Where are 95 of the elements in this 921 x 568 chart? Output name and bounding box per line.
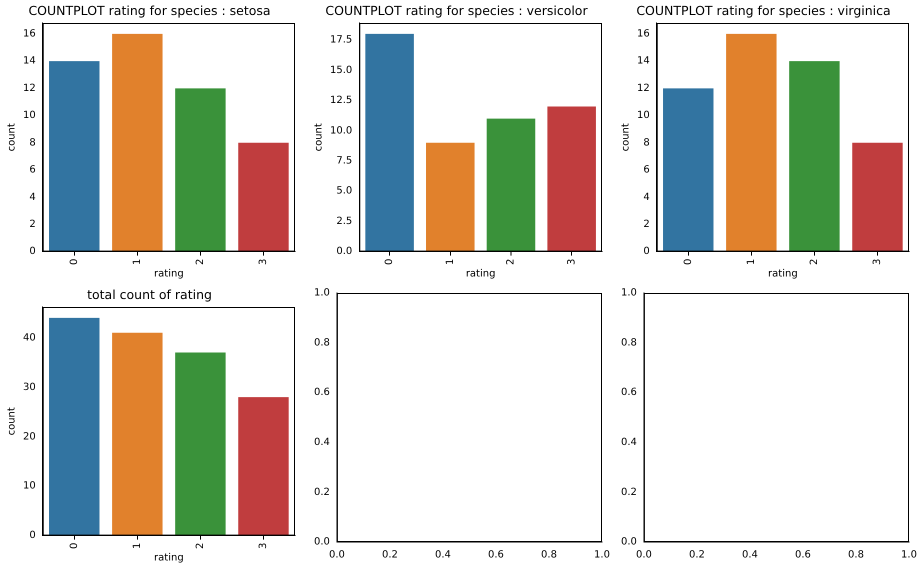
y-tick-label: 8 [29, 137, 36, 148]
y-tick-label: 0.2 [314, 486, 330, 498]
y-tick-label: 0.8 [620, 337, 637, 348]
x-tick-label: 0 [68, 542, 80, 550]
y-tick-label: 0 [643, 246, 650, 258]
y-tick-label: 30 [22, 382, 36, 393]
chart-title: total count of rating [87, 286, 212, 302]
y-tick-label: 0.6 [620, 387, 637, 398]
y-tick-label: 2 [643, 219, 650, 230]
y-tick-label: 4 [643, 192, 650, 203]
y-tick-label: 0.4 [314, 436, 330, 448]
y-tick-label: 6 [29, 164, 36, 176]
x-tick-label: 3 [258, 542, 270, 550]
x-tick-label: 0.6 [488, 550, 504, 561]
y-tick-label: 10 [636, 110, 650, 122]
y-tick-label: 4 [29, 192, 36, 203]
y-tick-label: 17.5 [330, 34, 352, 46]
y-tick-label: 10 [22, 110, 36, 122]
y-tick-label: 12 [636, 82, 650, 94]
y-tick-label: 0.6 [314, 387, 330, 398]
bar [112, 34, 163, 252]
y-axis-title: count [6, 123, 18, 152]
bar [175, 88, 226, 252]
x-tick-label: 0.8 [541, 550, 557, 561]
y-tick-label: 1.0 [620, 288, 637, 299]
y-tick-label: 16 [22, 28, 36, 40]
x-tick-label: 0.6 [795, 550, 811, 561]
y-tick-label: 0.0 [336, 246, 352, 258]
x-tick-label: 1.0 [901, 550, 917, 561]
y-tick-label: 1.0 [314, 288, 330, 299]
y-tick-label: 16 [636, 28, 650, 40]
y-tick-label: 2 [29, 219, 36, 230]
y-tick-label: 0.2 [620, 486, 637, 498]
bar [238, 142, 289, 252]
x-tick-label: 2 [506, 258, 517, 266]
bar [726, 34, 777, 252]
y-axis-title: count [314, 123, 325, 152]
bar [547, 106, 596, 252]
y-tick-label: 0 [29, 530, 36, 542]
chart-title: COUNTPLOT rating for species : virginica [636, 2, 891, 18]
x-axis-title: rating [768, 268, 798, 280]
x-tick-label: 1 [746, 258, 757, 266]
bar [49, 318, 100, 536]
y-tick-label: 0 [29, 246, 36, 258]
bar [789, 61, 840, 252]
y-tick-label: 10 [22, 480, 36, 492]
y-tick-label: 0.8 [314, 337, 330, 348]
bar [852, 142, 903, 252]
bar [365, 34, 414, 252]
y-tick-label: 12 [22, 82, 36, 94]
x-tick-label: 1 [444, 258, 456, 266]
bar [112, 332, 163, 536]
y-tick-label: 14 [22, 56, 36, 67]
y-tick-label: 40 [22, 332, 36, 344]
bar [175, 352, 226, 536]
y-tick-label: 6 [643, 164, 650, 176]
x-tick-label: 1 [132, 258, 143, 266]
chart-title: COUNTPLOT rating for species : setosa [28, 2, 271, 18]
x-tick-label: 2 [194, 258, 206, 266]
y-tick-label: 14 [636, 56, 650, 67]
x-tick-label: 0 [68, 258, 80, 266]
bar [486, 118, 536, 252]
x-tick-label: 2 [808, 258, 820, 266]
x-tick-label: 0.8 [848, 550, 864, 561]
bar [49, 61, 100, 252]
y-tick-label: 5.0 [336, 186, 352, 197]
bar [426, 142, 475, 252]
y-tick-label: 12.5 [330, 95, 352, 106]
x-tick-label: 2 [194, 542, 206, 550]
x-tick-label: 1.0 [594, 550, 610, 561]
x-tick-label: 0.4 [434, 550, 451, 561]
x-tick-label: 3 [872, 258, 884, 266]
y-axis-title: count [620, 123, 632, 152]
x-tick-label: 0 [682, 258, 694, 266]
y-tick-label: 15.0 [330, 64, 352, 76]
bar [663, 88, 714, 252]
y-tick-label: 0.4 [620, 436, 637, 448]
x-tick-label: 0.2 [688, 550, 705, 561]
x-axis-title: rating [154, 552, 184, 564]
x-tick-label: 0.4 [742, 550, 758, 561]
y-tick-label: 7.5 [336, 156, 352, 166]
chart-title: COUNTPLOT rating for species : versicolor [325, 2, 588, 18]
y-tick-label: 2.5 [336, 216, 352, 227]
x-tick-label: 0 [384, 258, 396, 266]
x-axis-title: rating [466, 268, 496, 280]
x-tick-label: 1 [132, 542, 143, 550]
y-tick-label: 20 [22, 431, 36, 442]
x-axis-title: rating [154, 268, 184, 280]
y-tick-label: 8 [643, 137, 650, 148]
bar [238, 397, 289, 536]
x-tick-label: 3 [258, 258, 270, 266]
y-axis-title: count [6, 407, 18, 436]
x-tick-label: 0.2 [382, 550, 398, 561]
y-tick-label: 10.0 [330, 125, 352, 136]
x-tick-label: 3 [566, 258, 578, 266]
